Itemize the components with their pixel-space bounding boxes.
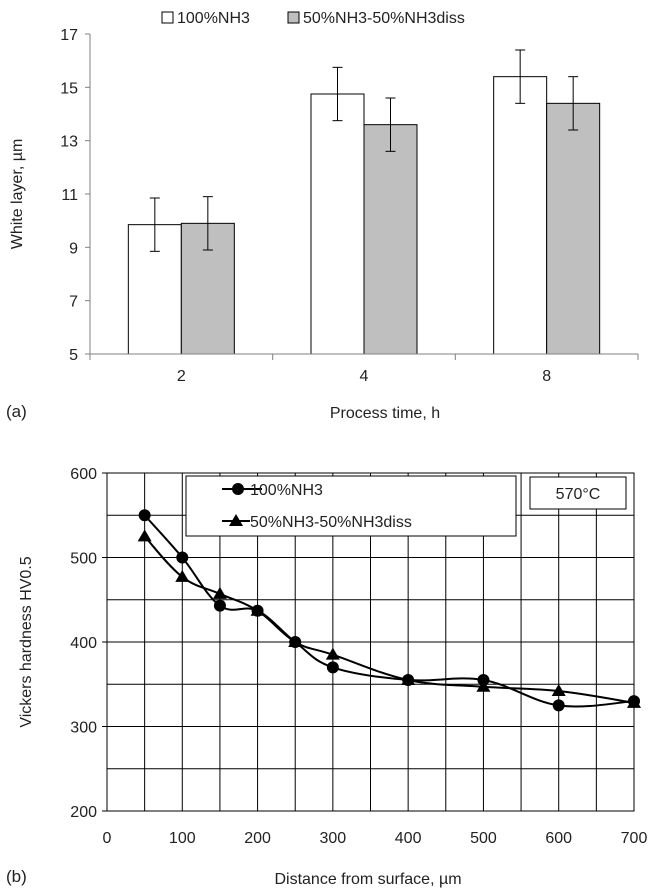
y-tick-label-200: 200	[70, 804, 97, 821]
y-tick-label-300: 300	[70, 720, 97, 737]
x-tick-label-4: 4	[360, 368, 369, 385]
legend-swatch-50nh3	[287, 11, 300, 24]
legend-label-50nh3-b: 50%NH3-50%NH3diss	[250, 514, 412, 531]
y-tick-label-13: 13	[60, 134, 78, 151]
series-markers	[137, 509, 641, 712]
point-circle-300	[326, 661, 339, 674]
legend-swatch-100nh3	[161, 11, 174, 24]
series-line-0	[143, 514, 635, 708]
bar-s1-8	[546, 102, 601, 355]
x-tick-label-0: 0	[103, 830, 112, 847]
y-tick-labels: 5 7 9 11 13 15 17	[60, 27, 78, 364]
bar-s0-8	[493, 76, 548, 355]
bars	[127, 76, 601, 355]
point-triangle-400	[401, 673, 416, 686]
legend-marker-triangle	[229, 514, 243, 526]
point-triangle-200	[250, 603, 265, 616]
y-tick-label-7: 7	[69, 294, 78, 311]
x-tick-labels: 2 4 8	[177, 368, 551, 385]
y-tick-label-9: 9	[69, 240, 78, 257]
point-triangle-600	[551, 684, 566, 697]
legend-label-50nh3: 50%NH3-50%NH3diss	[303, 10, 465, 27]
x-tick-label-400: 400	[395, 830, 422, 847]
y-axis-title-b: Vickers hardness HV0.5	[18, 556, 35, 727]
point-triangle-150	[212, 586, 227, 599]
point-circle-100	[176, 551, 189, 564]
y-tick-label-11: 11	[61, 187, 78, 204]
legend-label-100nh3-b: 100%NH3	[250, 482, 323, 499]
legend-label-100nh3: 100%NH3	[177, 10, 250, 27]
y-tick-labels: 200 300 400 500 600	[70, 466, 97, 821]
y-tick-label-5: 5	[69, 347, 78, 364]
y-tick-label-17: 17	[60, 27, 78, 44]
x-tick-label-2: 2	[177, 368, 186, 385]
legend-marker-circle	[232, 483, 244, 495]
x-tick-label-300: 300	[320, 830, 347, 847]
annotation-text: 570°C	[556, 486, 601, 503]
x-tick-labels: 0 100 200 300 400 500 600 700	[103, 830, 648, 847]
axes	[102, 472, 635, 812]
panel-label-a: (a)	[6, 402, 27, 421]
point-circle-150	[213, 599, 226, 612]
axes	[85, 33, 639, 360]
x-tick-label-200: 200	[244, 830, 271, 847]
x-tick-label-100: 100	[169, 830, 196, 847]
bar-s0-4	[310, 93, 365, 355]
y-tick-label-600: 600	[70, 466, 97, 483]
y-tick-label-500: 500	[70, 551, 97, 568]
annotation-box	[529, 476, 627, 510]
panel-label-b: (b)	[6, 867, 27, 886]
point-circle-600	[552, 699, 565, 712]
error-bars	[149, 49, 579, 252]
point-circle-50	[138, 509, 151, 522]
y-tick-label-400: 400	[70, 635, 97, 652]
legend: 100%NH3 50%NH3-50%NH3diss	[185, 475, 517, 537]
bar-chart-white-layer: 5 7 9 11 13 15 17 2 4 8 100%NH3 50%NH3-50%NH3dis…	[6, 10, 639, 422]
y-axis-title: White layer, µm	[9, 139, 26, 250]
x-axis-title: Process time, h	[330, 405, 440, 422]
x-tick-label-8: 8	[542, 368, 551, 385]
x-tick-label-500: 500	[470, 830, 497, 847]
bar-s1-4	[363, 124, 418, 355]
point-triangle-300	[325, 647, 340, 660]
point-triangle-50	[137, 529, 152, 542]
temperature-annotation: 570°C	[529, 476, 627, 510]
x-axis-title-b: Distance from surface, µm	[274, 871, 461, 888]
x-tick-label-700: 700	[621, 830, 648, 847]
x-tick-label-600: 600	[545, 830, 572, 847]
y-tick-label-15: 15	[60, 80, 78, 97]
legend: 100%NH3 50%NH3-50%NH3diss	[161, 10, 465, 27]
line-chart-hardness: 200 300 400 500 600 0 100 200 300 400 500 600 700 1…	[6, 466, 647, 888]
series-lines	[143, 514, 635, 708]
point-triangle-500	[476, 679, 491, 692]
point-triangle-250	[288, 635, 303, 647]
point-triangle-100	[175, 569, 190, 582]
series-line-1	[143, 535, 635, 704]
